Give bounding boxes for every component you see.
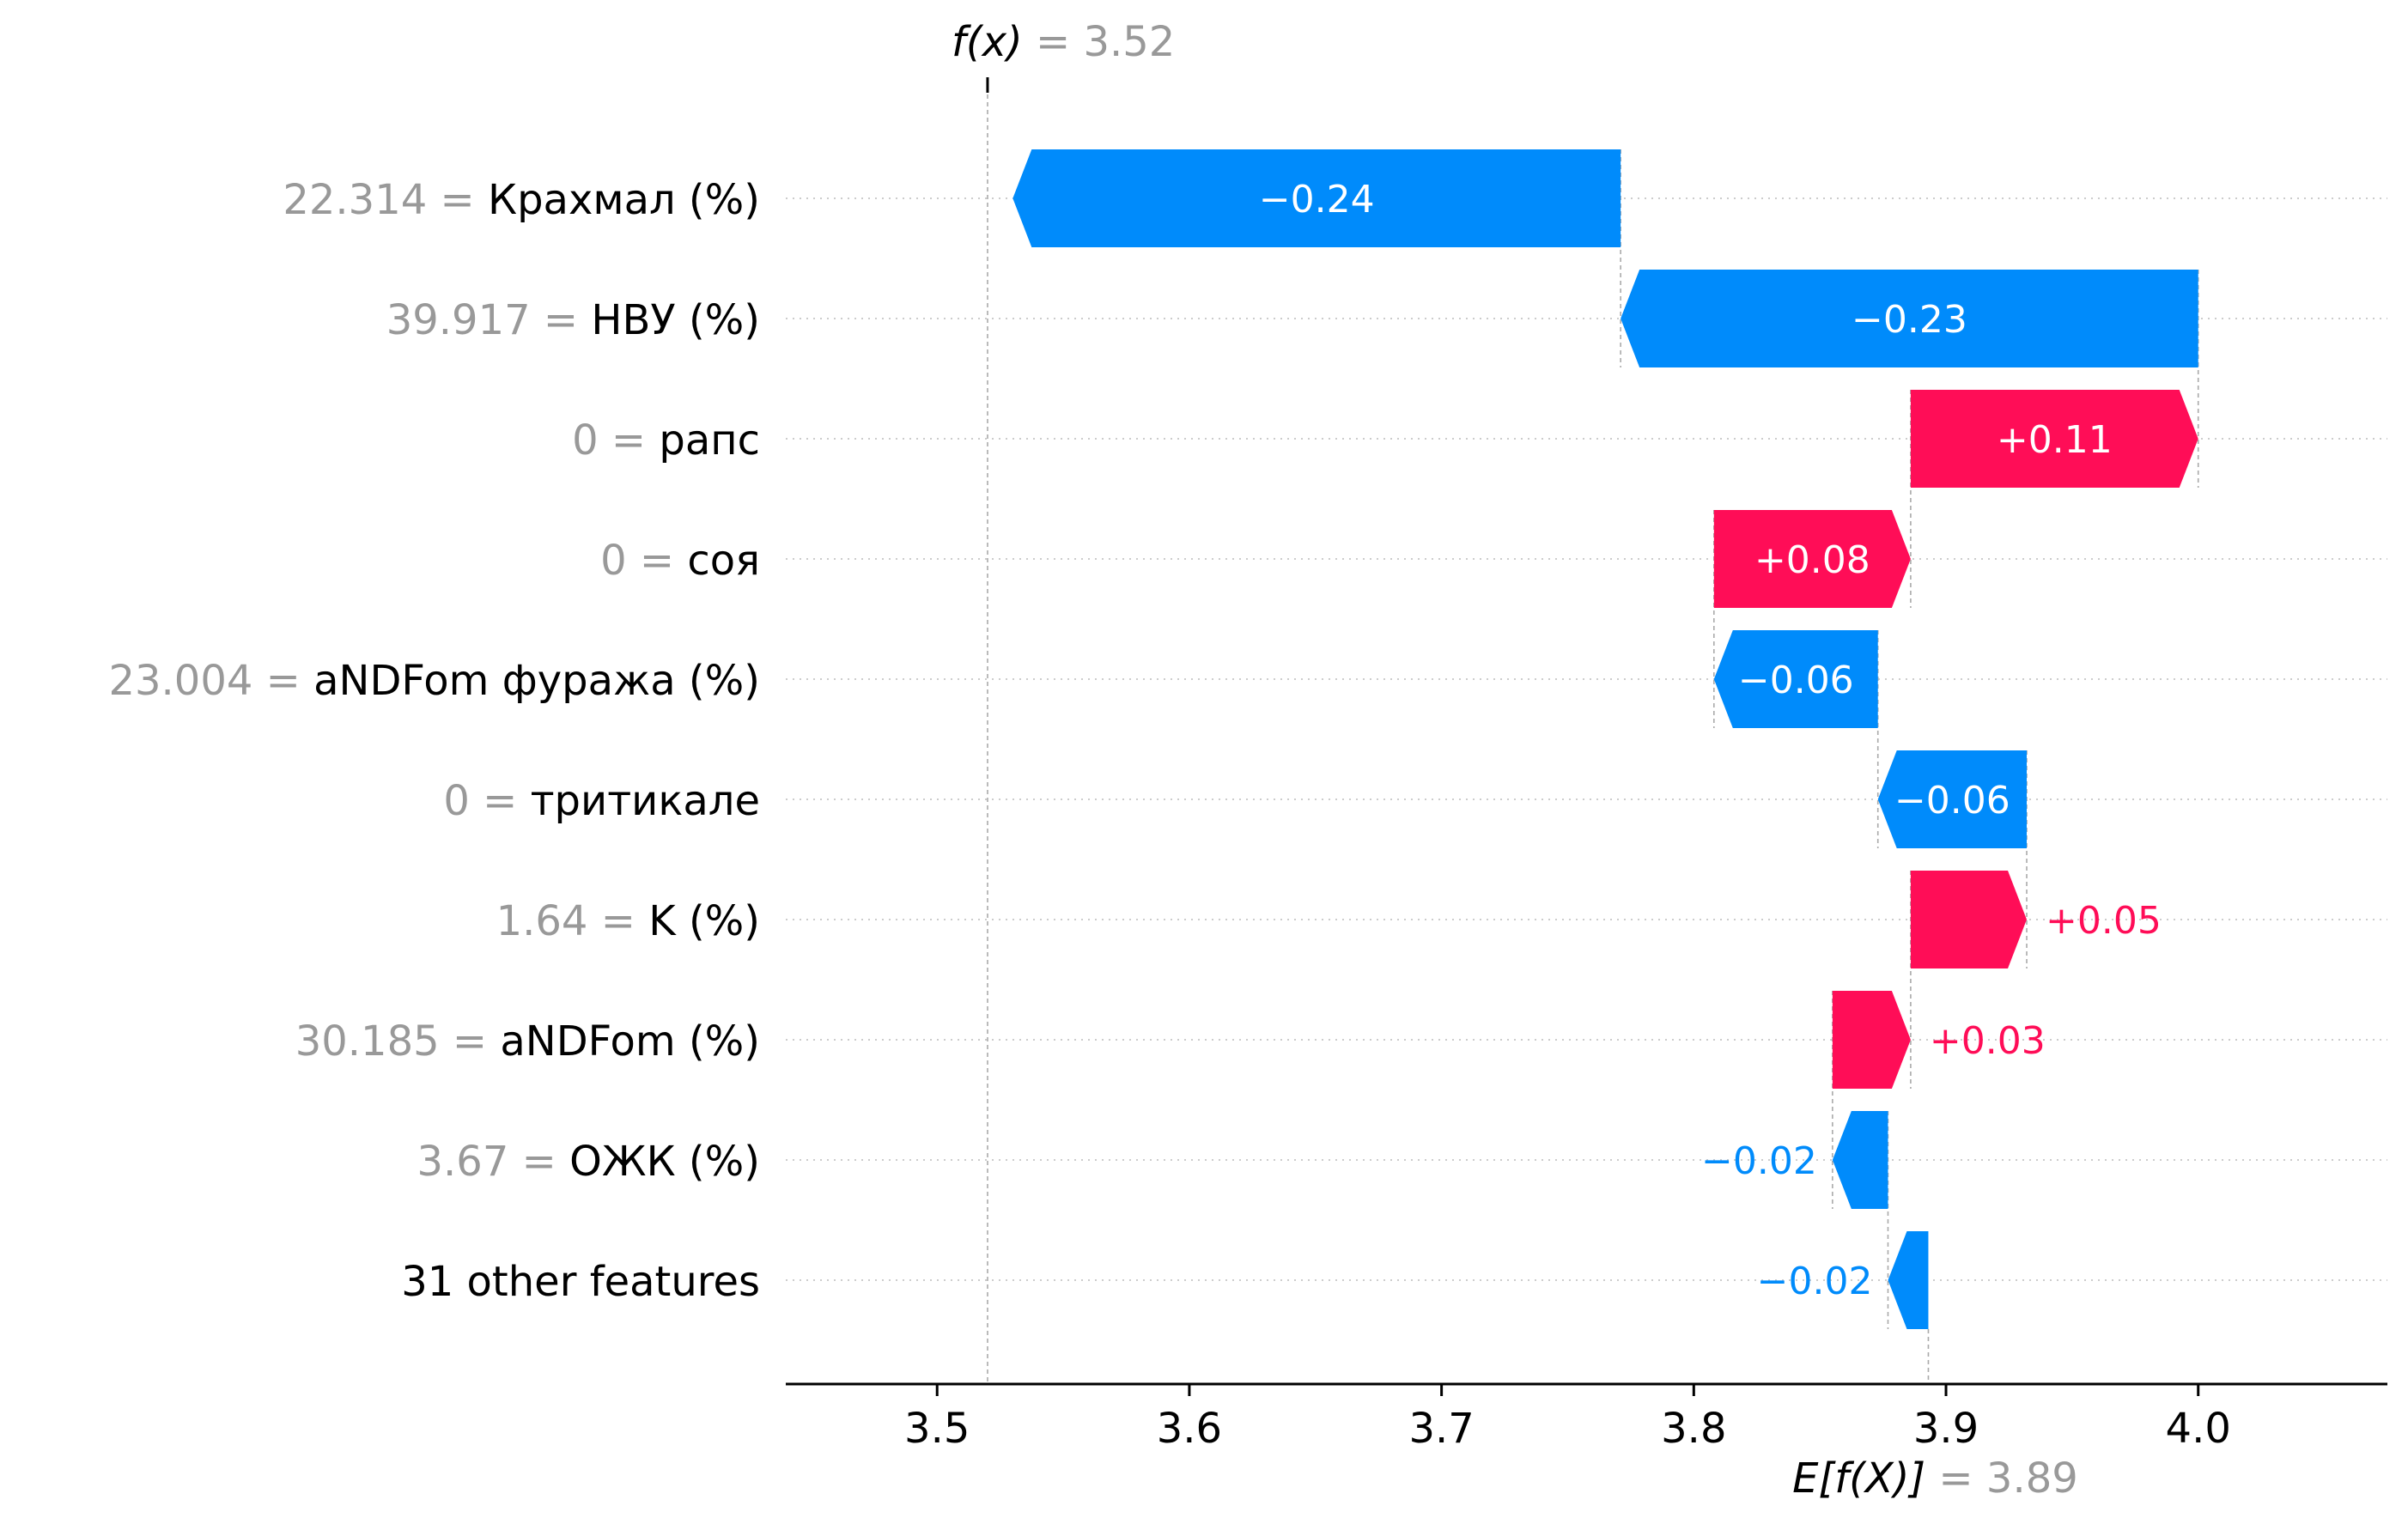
feature-label: 22.314 = Крахмал (%) [283, 176, 760, 224]
bar-value-label: −0.23 [1852, 298, 1967, 342]
shap-bar [1910, 390, 2198, 488]
shap-bar [1621, 270, 2198, 367]
x-tick-label: 3.6 [1157, 1405, 1222, 1453]
x-tick-label: 3.7 [1408, 1405, 1474, 1453]
x-tick-label: 3.9 [1913, 1405, 1979, 1453]
shap-bar [1713, 630, 1878, 728]
shap-bar [1910, 871, 2028, 968]
shap-bar [1877, 750, 2028, 848]
shap-bar [1888, 1231, 1929, 1329]
shap-bar [1832, 991, 1911, 1089]
feature-label: 31 other features [401, 1258, 760, 1306]
x-tick-label: 3.5 [904, 1405, 970, 1453]
base-value-label: E[f(X)] = 3.89 [1792, 1454, 2078, 1503]
bar-value-label: −0.24 [1259, 178, 1375, 222]
bar-value-label: +0.08 [1754, 538, 1870, 582]
feature-label: 0 = рапс [572, 416, 760, 464]
bar-value-label: +0.05 [2046, 899, 2162, 943]
shap-bar [1713, 510, 1911, 608]
bar-value-label: −0.06 [1738, 659, 1854, 702]
feature-label: 23.004 = aNDFom фуража (%) [108, 657, 760, 705]
feature-label: 0 = тритикале [443, 777, 760, 825]
shap-bar [1832, 1111, 1888, 1209]
feature-label: 39.917 = НВУ (%) [386, 296, 760, 344]
x-tick-label: 3.8 [1661, 1405, 1726, 1453]
fx-value-label: f(x) = 3.52 [952, 18, 1175, 66]
bar-value-label: −0.02 [1701, 1139, 1817, 1183]
bar-value-label: −0.06 [1894, 779, 2010, 823]
shap-bar [1012, 149, 1621, 247]
bar-value-label: +0.11 [1997, 418, 2113, 462]
bar-value-label: −0.02 [1757, 1260, 1873, 1303]
bar-value-label: +0.03 [1930, 1019, 2046, 1063]
x-tick-label: 4.0 [2166, 1405, 2231, 1453]
feature-label: 0 = соя [600, 537, 760, 585]
feature-label: 1.64 = K (%) [496, 897, 760, 945]
feature-label: 3.67 = ОЖК (%) [417, 1138, 761, 1186]
feature-label: 30.185 = aNDFom (%) [295, 1017, 760, 1066]
